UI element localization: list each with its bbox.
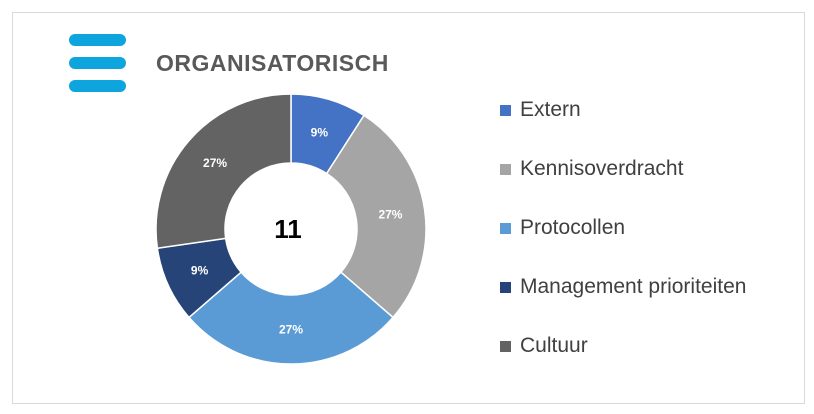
menu-bar-middle [69,57,126,69]
donut-center-total: 11 [274,214,302,244]
donut-slice-kennisoverdracht [325,114,427,319]
legend-label: Extern [520,98,581,121]
legend-item: Kennisoverdracht [500,154,683,184]
legend-swatch [500,281,511,293]
donut-slice-cultuur [155,93,292,250]
legend-item: Management prioriteiten [500,272,746,302]
legend-label: Protocollen [520,216,626,239]
chart-title: ORGANISATORISCH [156,50,389,76]
donut-slice-label: 27% [279,323,303,337]
legend-label: Cultuur [520,334,588,357]
donut-slice-label: 9% [311,126,329,140]
legend-swatch [500,222,511,234]
legend-swatch [500,340,511,352]
donut-slice-label: 27% [378,208,402,222]
hamburger-menu-icon[interactable] [69,34,126,92]
legend-swatch [500,163,511,175]
donut-slices [155,93,427,365]
legend-item: Extern [500,95,581,125]
legend-item: Cultuur [500,331,588,361]
legend-label: Kennisoverdracht [520,157,684,180]
donut-slice-protocollen [187,271,395,365]
donut-slice-labels: 9% 27% 27% 9% 27% [191,126,403,337]
donut-slice-label: 9% [191,264,209,278]
menu-bar-bottom [69,80,126,92]
donut-slice-label: 27% [203,156,227,170]
legend-label: Management prioriteiten [520,275,747,298]
legend-item: Protocollen [500,213,625,243]
legend-swatch [500,104,511,116]
menu-bar-top [69,34,126,46]
